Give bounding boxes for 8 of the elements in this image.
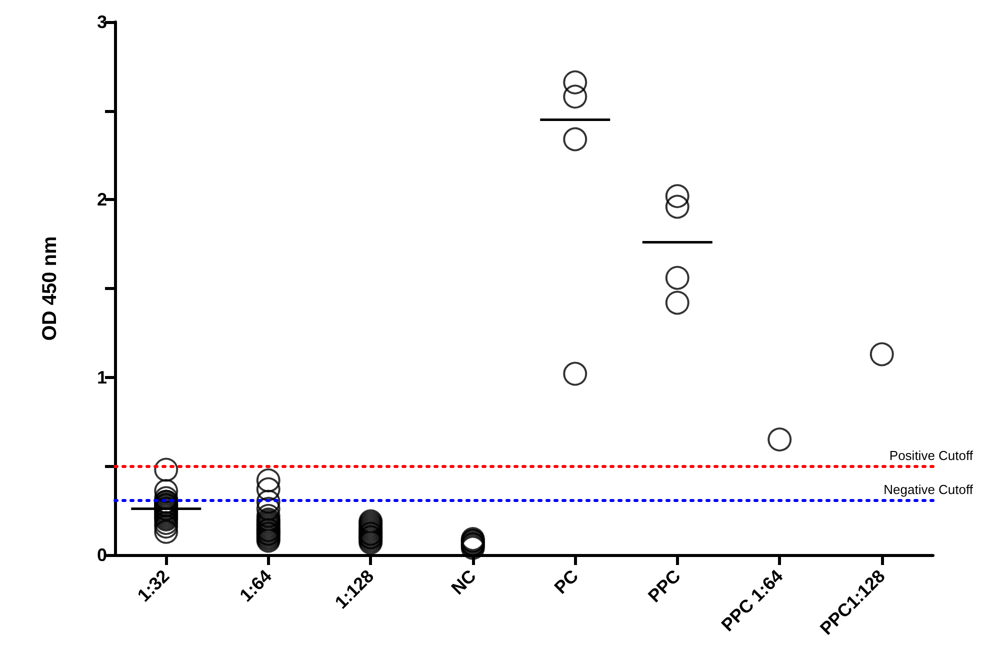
y-tick-label: 3: [96, 12, 107, 32]
x-tick-label: PC: [550, 566, 582, 598]
y-tick-label: 2: [96, 190, 107, 210]
ref-line-label: Negative Cutoff: [884, 482, 974, 497]
ref-line-label: Positive Cutoff: [889, 448, 974, 464]
x-tick-label: NC: [447, 566, 480, 598]
y-tick-label: 1: [96, 367, 107, 388]
y-axis-title: OD 450 nm: [39, 236, 61, 341]
